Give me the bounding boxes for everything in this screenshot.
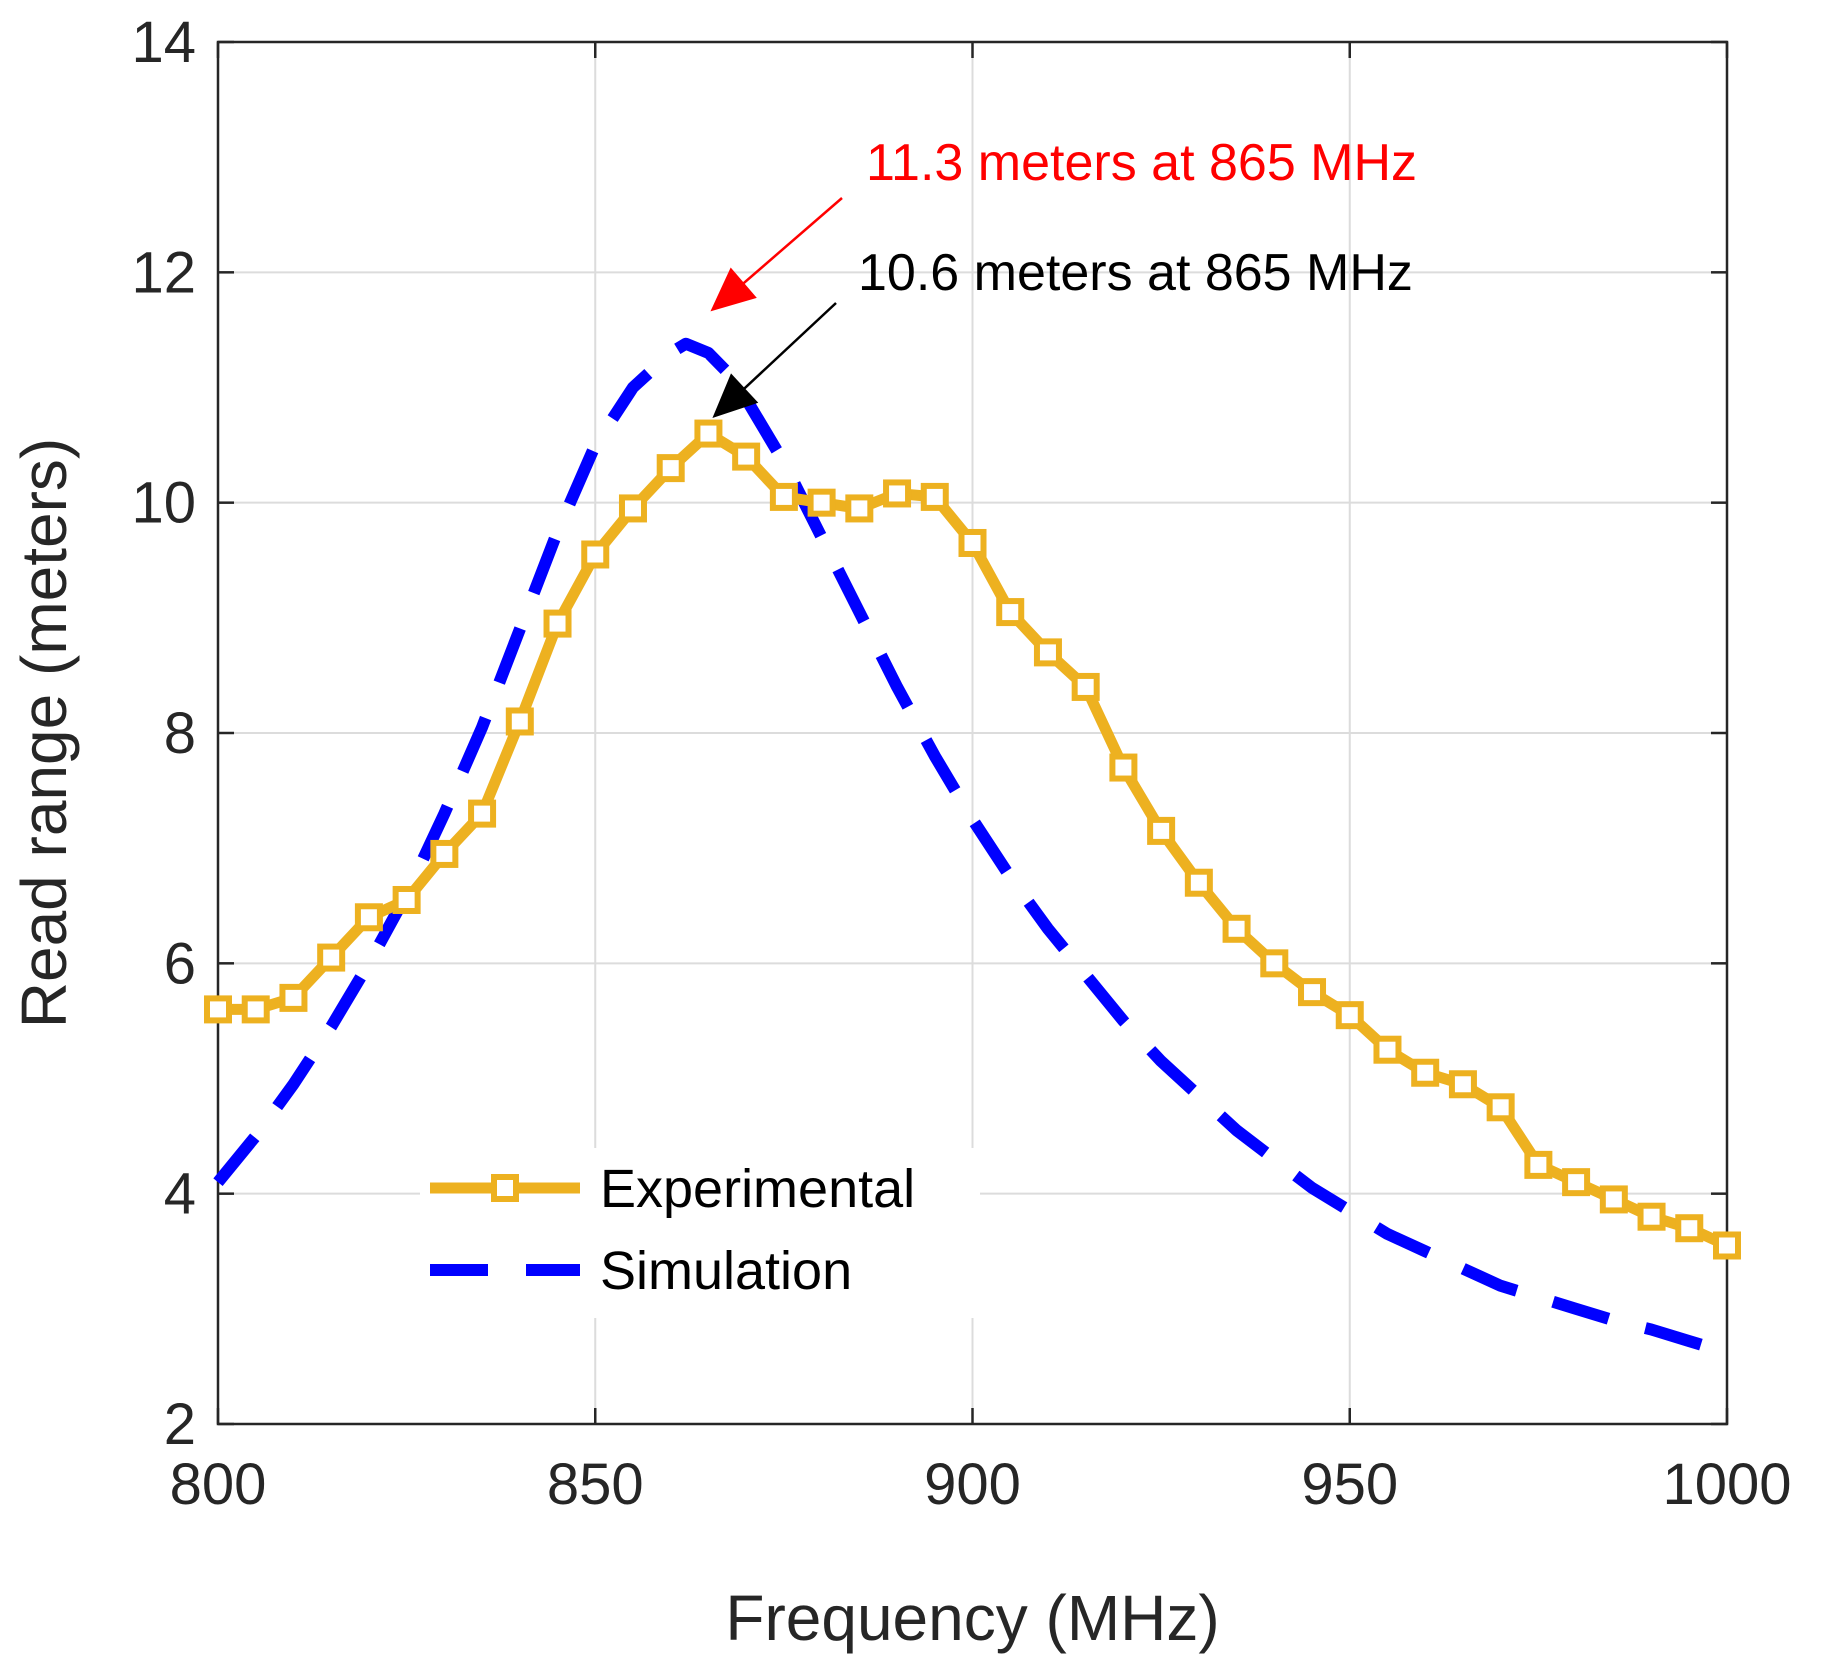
data-point-experimental [1260,949,1289,978]
data-point-experimental [1637,1202,1666,1231]
annotation-arrow-simulation-peak [735,197,843,291]
y-tick-label: 12 [131,240,196,305]
series-layer [204,337,1741,1359]
x-tick-label: 900 [924,1452,1021,1517]
data-point-experimental [1562,1168,1591,1197]
data-point-experimental [1599,1185,1628,1214]
data-point-experimental [543,609,572,638]
data-point-experimental [732,442,761,471]
data-point-experimental [1184,868,1213,897]
data-point-experimental [1147,816,1176,845]
y-tick-label: 10 [131,471,196,536]
data-point-experimental [1486,1093,1515,1122]
data-point-experimental [505,707,534,736]
data-point-experimental [1071,672,1100,701]
data-point-experimental [807,488,836,517]
data-point-experimental [883,479,912,508]
data-point-experimental [581,540,610,569]
data-point-experimental [1713,1231,1741,1260]
legend-marker-experimental [491,1174,519,1202]
data-point-experimental [656,454,685,483]
data-point-experimental [1373,1035,1402,1064]
data-point-experimental [241,995,270,1024]
annotation-arrow-experimental-peak [737,302,837,395]
legend-label-simulation: Simulation [600,1241,852,1301]
legend-label-experimental: Experimental [600,1159,915,1219]
data-point-experimental [392,885,421,914]
data-point-experimental [920,482,949,511]
y-tick-label: 8 [164,701,196,766]
data-point-experimental [354,903,383,932]
y-tick-label: 2 [164,1392,196,1457]
data-point-experimental [1448,1070,1477,1099]
y-tick-label: 4 [164,1162,196,1227]
data-point-experimental [694,419,723,448]
data-point-experimental [468,799,497,828]
annotation-experimental-peak: 10.6 meters at 865 MHz [858,244,1413,302]
data-point-experimental [1411,1058,1440,1087]
x-axis-title: Frequency (MHz) [725,1582,1219,1654]
data-point-experimental [996,598,1025,627]
y-axis-title: Read range (meters) [8,438,80,1028]
x-tick-label: 850 [547,1452,644,1517]
x-tick-label: 800 [170,1452,267,1517]
data-point-experimental [1675,1214,1704,1243]
annotation-simulation-peak: 11.3 meters at 865 MHz [866,134,1417,192]
data-point-experimental [958,528,987,557]
x-tick-label: 950 [1301,1452,1398,1517]
data-point-experimental [769,482,798,511]
data-point-experimental [845,494,874,523]
data-point-experimental [1298,978,1327,1007]
y-tick-label: 14 [131,10,196,75]
y-tick-label: 6 [164,931,196,996]
legend: Experimental Simulation [420,1148,980,1318]
data-point-experimental [618,494,647,523]
series-line-simulation [213,337,1729,1359]
axis-ticks: 800 850 900 950 1000 2 4 6 8 10 12 14 [131,10,1791,1517]
data-point-experimental [1033,638,1062,667]
annotation-arrowhead-experimental-peak [712,373,759,419]
data-point-experimental [1524,1150,1553,1179]
data-point-experimental [1335,1001,1364,1030]
data-point-experimental [1109,753,1138,782]
data-point-experimental [430,839,459,868]
x-tick-label: 1000 [1662,1452,1791,1517]
annotation-arrowhead-simulation-peak [710,267,757,312]
data-point-experimental [279,983,308,1012]
data-point-experimental [204,995,232,1024]
annotations: 11.3 meters at 865 MHz 10.6 meters at 86… [710,134,1417,419]
data-point-experimental [1222,914,1251,943]
data-point-experimental [317,943,346,972]
